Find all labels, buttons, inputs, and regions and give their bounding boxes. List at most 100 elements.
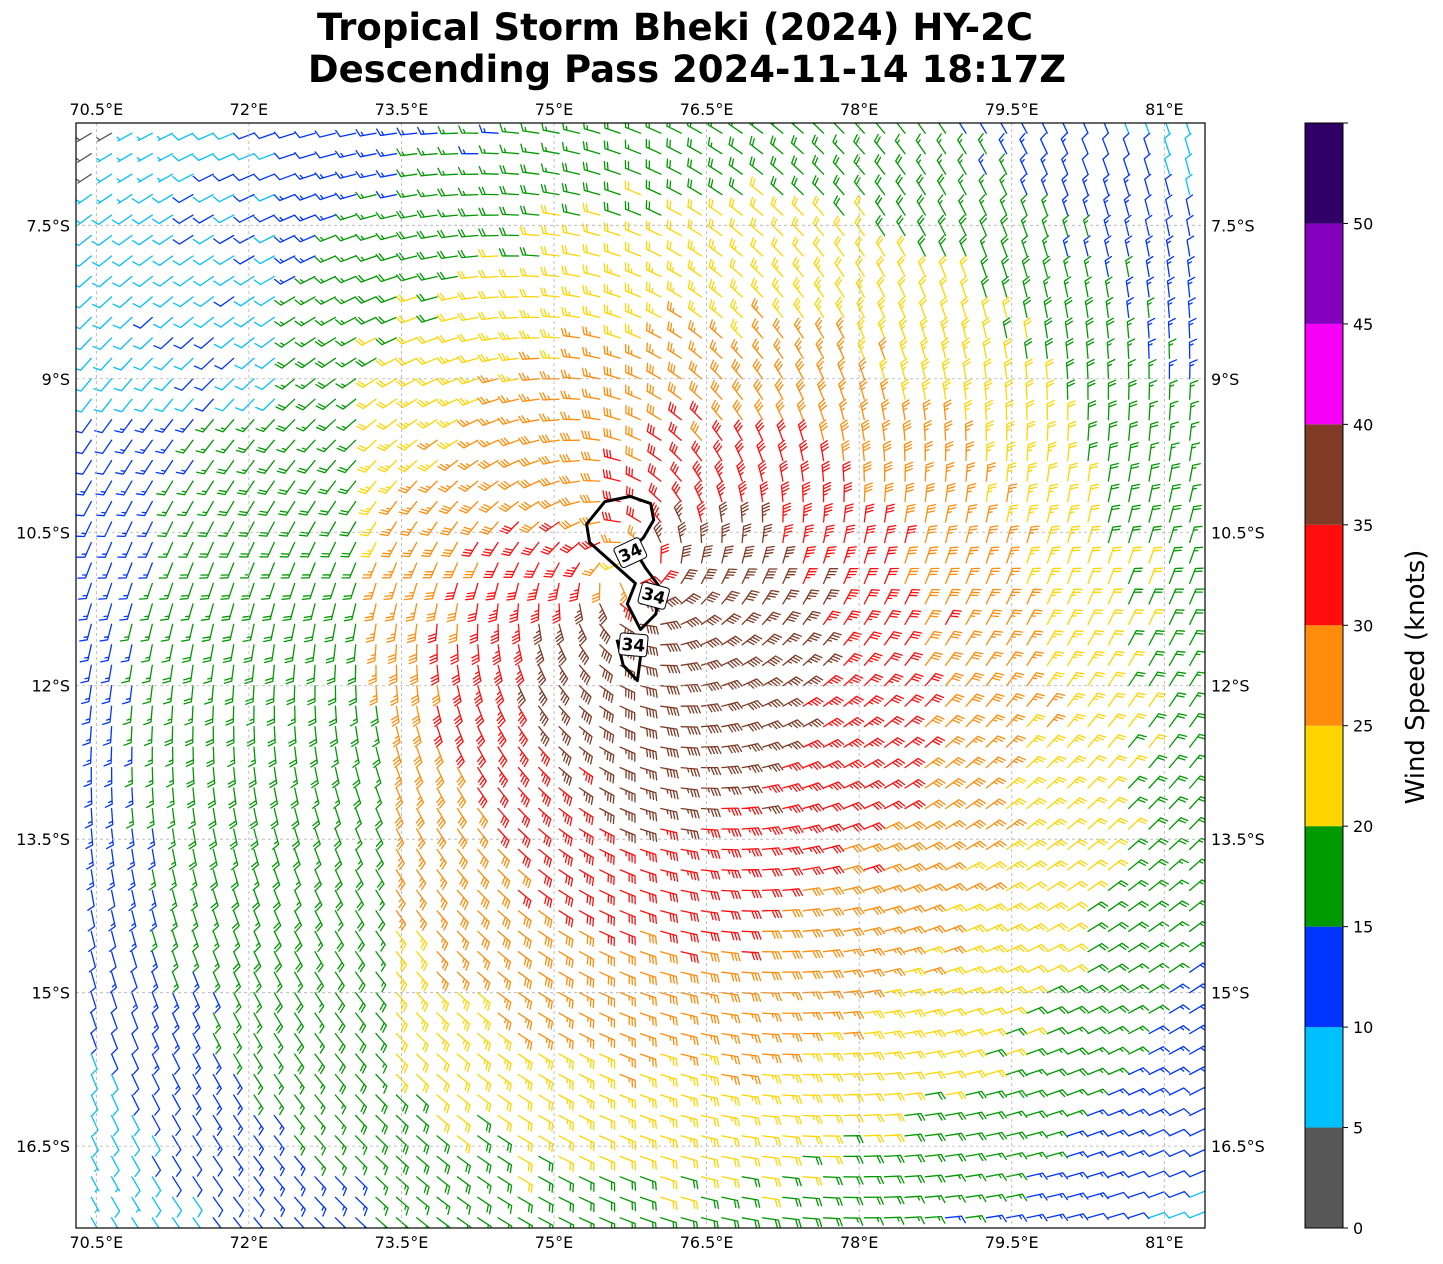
wind-barb (416, 1135, 430, 1155)
wind-barb (192, 255, 214, 266)
wind-barb (151, 992, 159, 1014)
wind-barb (476, 726, 486, 748)
wind-barb (700, 910, 721, 922)
wind-barb (716, 480, 726, 503)
wind-barb (1107, 796, 1128, 810)
wind-barb (822, 1032, 844, 1041)
wind-barb (700, 1032, 720, 1045)
wind-barb (883, 1071, 905, 1081)
wind-barb (1107, 817, 1128, 830)
wind-barb (117, 541, 133, 558)
wind-barb (1148, 1108, 1170, 1117)
wind-barb (731, 359, 743, 380)
wind-barb (944, 693, 965, 707)
wind-barb (355, 398, 377, 410)
wind-barb (365, 623, 377, 643)
wind-barb (1102, 173, 1110, 196)
wind-barb (356, 419, 377, 431)
wind-barb (1189, 712, 1205, 728)
wind-barb (499, 185, 520, 196)
wind-barb (1124, 123, 1130, 134)
wind-barb (619, 1094, 636, 1110)
wind-barb (337, 480, 357, 495)
wind-barb (560, 327, 581, 339)
wind-barb (477, 889, 490, 910)
contour-label-box (618, 632, 649, 658)
wind-barb (155, 439, 174, 454)
wind-barb (308, 726, 318, 747)
wind-barb (854, 195, 865, 216)
wind-barb (944, 735, 966, 748)
wind-barb (1148, 630, 1165, 646)
wind-barb (110, 1094, 119, 1116)
wind-barb (294, 1217, 305, 1228)
wind-barb (314, 172, 337, 180)
wind-barb (1128, 1087, 1150, 1096)
wind-barb (666, 178, 682, 196)
wind-barb (619, 1012, 636, 1028)
wind-barb (294, 337, 316, 348)
wind-barb (875, 235, 886, 257)
wind-barb (334, 171, 357, 179)
wind-barb (1046, 1006, 1069, 1014)
wind-barb (965, 1007, 987, 1016)
wind-barb (199, 562, 214, 579)
wind-barb (558, 910, 574, 928)
wind-barb (1067, 671, 1085, 687)
colorbar-tick-label: 10 (1353, 1018, 1373, 1037)
wind-barb (396, 439, 418, 451)
wind-barb (100, 644, 113, 663)
wind-barb (960, 296, 969, 319)
wind-barb (660, 643, 681, 652)
wind-barb (94, 419, 113, 434)
wind-barb (1128, 754, 1148, 769)
wind-barb (76, 357, 92, 371)
wind-barb (599, 1196, 616, 1212)
wind-barb (985, 1152, 1007, 1161)
wind-barb (1128, 630, 1145, 646)
lon-tick-label-bottom: 72°E (230, 1233, 268, 1252)
wind-barb (937, 194, 947, 216)
wind-barb (477, 910, 490, 930)
wind-barb (77, 582, 92, 600)
wind-barb (1067, 546, 1082, 564)
wind-barb (1148, 775, 1168, 789)
wind-barb (116, 132, 133, 142)
wind-barb (456, 1114, 471, 1134)
wind-barb (736, 460, 746, 482)
wind-barb (822, 524, 835, 544)
wind-barb (721, 701, 743, 712)
wind-barb (818, 419, 828, 441)
wind-barb (110, 1196, 121, 1218)
wind-barb (395, 869, 406, 891)
wind-barb (984, 399, 994, 421)
wind-barb (904, 904, 926, 913)
wind-barb (862, 440, 871, 462)
wind-barb (488, 603, 499, 623)
wind-barb (915, 133, 926, 155)
wind-barb (395, 1032, 408, 1053)
wind-barb (133, 378, 153, 392)
wind-barb (152, 296, 174, 308)
wind-barb (314, 1012, 325, 1034)
wind-barb (132, 296, 153, 308)
wind-barb (944, 1091, 967, 1100)
wind-barb (149, 889, 157, 912)
lon-tick-label-top: 78°E (840, 100, 878, 119)
wind-barb (944, 756, 966, 769)
wind-barb (1148, 442, 1160, 462)
wind-barb (463, 562, 479, 579)
wind-barb (646, 362, 662, 380)
wind-barb (688, 340, 703, 359)
wind-barb (680, 569, 698, 585)
wind-barb (802, 568, 818, 585)
wind-barb (103, 746, 113, 767)
wind-barb (802, 1114, 823, 1124)
wind-barb (822, 928, 845, 938)
wind-barb (1067, 776, 1087, 789)
wind-barb (1128, 671, 1146, 687)
wind-barb (578, 910, 595, 927)
wind-barb (660, 787, 679, 800)
wind-barb (599, 1217, 616, 1228)
wind-barb (278, 500, 296, 516)
